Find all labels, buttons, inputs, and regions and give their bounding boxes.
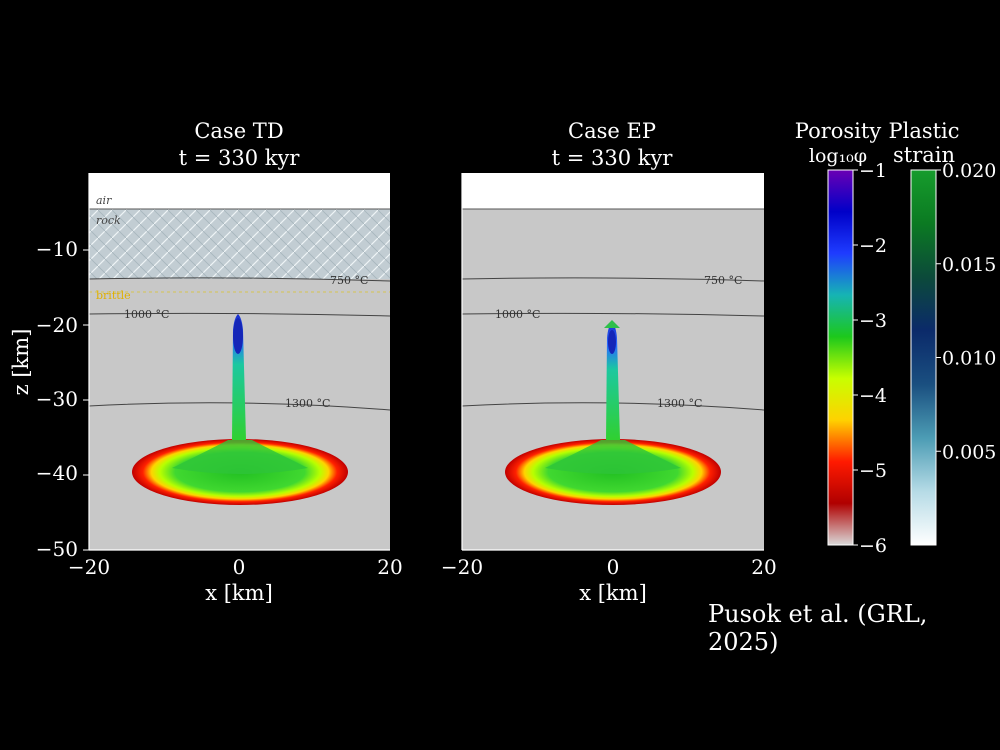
y-axis-ticks: −10 −20 −30 −40 −50 bbox=[36, 237, 89, 561]
panel2-melt-channel bbox=[606, 322, 620, 440]
panel2-isotherm-750-label: 750 °C bbox=[704, 274, 742, 287]
rock-layer bbox=[89, 209, 390, 279]
x-tick-label: 0 bbox=[607, 555, 620, 579]
colorbar-tick-label: −6 bbox=[859, 535, 887, 557]
colorbar-porosity-title: Porosity bbox=[795, 119, 882, 143]
air-label: air bbox=[96, 194, 112, 207]
colorbar-tick-label: −3 bbox=[859, 310, 887, 332]
brittle-label: brittle bbox=[96, 289, 131, 302]
colorbar-tick-label: 0.020 bbox=[942, 160, 996, 182]
isotherm-1300-label: 1300 °C bbox=[285, 397, 330, 410]
colorbar-tick-label: 0.005 bbox=[942, 441, 996, 463]
colorbar-tick-label: 0.010 bbox=[942, 348, 996, 370]
y-tick-label: −20 bbox=[36, 313, 78, 337]
colorbar-plastic-subtitle: strain bbox=[893, 143, 955, 167]
panel1-title: Case TD bbox=[194, 119, 283, 143]
y-tick-label: −50 bbox=[36, 537, 78, 561]
air-layer bbox=[89, 173, 390, 209]
colorbar-tick-label: −4 bbox=[859, 385, 887, 407]
x-tick-label: 0 bbox=[233, 555, 246, 579]
panel-case-td: air rock brittle 750 °C 1000 °C 1300 °C bbox=[88, 173, 391, 550]
colorbar-plastic-strain: Plastic strain 0.005 0.010 0.015 0.020 bbox=[888, 119, 996, 546]
panel2-isotherm-1000-label: 1000 °C bbox=[495, 308, 540, 321]
panel2-subtitle: t = 330 kyr bbox=[552, 146, 674, 170]
colorbar-porosity-subtitle: log₁₀φ bbox=[809, 145, 867, 167]
isotherm-750-label: 750 °C bbox=[330, 274, 368, 287]
x-axis-ticks: −20 0 20 −20 0 20 bbox=[68, 555, 777, 579]
y-tick-label: −10 bbox=[36, 237, 78, 261]
panel2-isotherm-1300-label: 1300 °C bbox=[657, 397, 702, 410]
citation-credit: Pusok et al. (GRL, 2025) bbox=[708, 600, 928, 656]
rock-label: rock bbox=[96, 214, 121, 227]
panel-case-ep: 750 °C 1000 °C 1300 °C bbox=[461, 173, 765, 550]
x-axis-label-panel2: x [km] bbox=[579, 581, 647, 605]
colorbar-plastic-title: Plastic bbox=[888, 119, 959, 143]
isotherm-1000-label: 1000 °C bbox=[124, 308, 169, 321]
colorbar-tick-label: −2 bbox=[859, 235, 887, 257]
colorbar-tick-label: −1 bbox=[859, 160, 887, 182]
panel1-subtitle: t = 330 kyr bbox=[179, 146, 301, 170]
y-tick-label: −30 bbox=[36, 387, 78, 411]
x-tick-label: 20 bbox=[751, 555, 776, 579]
y-axis-label: z [km] bbox=[9, 329, 33, 396]
x-axis-label-panel1: x [km] bbox=[205, 581, 273, 605]
x-tick-label: −20 bbox=[68, 555, 110, 579]
y-tick-label: −40 bbox=[36, 461, 78, 485]
axes bbox=[88, 173, 764, 551]
panel2-title: Case EP bbox=[568, 119, 656, 143]
panel2-air-layer bbox=[462, 173, 764, 209]
colorbar-tick-label: −5 bbox=[859, 460, 887, 482]
colorbar-tick-label: 0.015 bbox=[942, 254, 996, 276]
colorbar-porosity: Porosity log₁₀φ −1 −2 −3 −4 −5 −6 bbox=[795, 119, 887, 557]
x-tick-label: −20 bbox=[441, 555, 483, 579]
x-tick-label: 20 bbox=[377, 555, 402, 579]
